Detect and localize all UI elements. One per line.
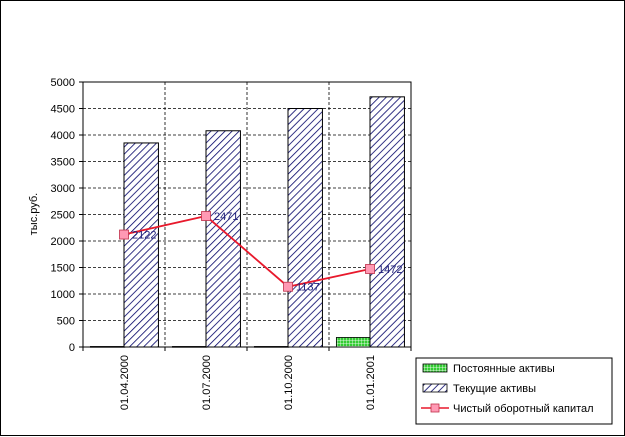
legend: Постоянные активы Текущие активы Чистый … — [415, 357, 613, 425]
legend-box — [415, 357, 613, 425]
y-tick-label-2000: 2000 — [51, 236, 75, 248]
bar-fixed-assets-3 — [335, 337, 372, 348]
x-tick-label-1: 01.07.2000 — [201, 355, 213, 410]
y-tick-label-4000: 4000 — [51, 130, 75, 142]
legend-label-net-working-capital: Чистый оборотный капитал — [453, 403, 594, 415]
marker-net-working-capital-0 — [119, 229, 129, 240]
y-tick-label-5000: 5000 — [51, 77, 75, 89]
bar-current-assets-2 — [287, 108, 323, 348]
y-tick-label-0: 0 — [69, 342, 75, 354]
bar-current-assets-1 — [205, 130, 241, 348]
y-axis-title: тыс.руб. — [28, 193, 40, 235]
marker-net-working-capital-1 — [201, 211, 211, 221]
marker-net-working-capital-3 — [365, 264, 375, 274]
bar-current-assets-3 — [369, 96, 405, 348]
legend-label-current-assets: Текущие активы — [453, 383, 536, 395]
line-layer: 2122 2471 1137 1472 — [119, 211, 402, 294]
marker-net-working-capital-2 — [283, 281, 293, 292]
legend-swatch-fixed-assets — [422, 363, 448, 373]
x-tick-label-0: 01.04.2000 — [119, 355, 131, 410]
y-tick-label-2500: 2500 — [51, 210, 75, 222]
legend-marker-net-working-capital — [430, 403, 440, 413]
bar-fixed-assets-1 — [171, 346, 208, 348]
bar-current-assets-0 — [123, 142, 159, 348]
bars-layer — [89, 96, 405, 348]
data-label-net-working-capital-3: 1472 — [378, 264, 402, 276]
line-net-working-capital — [123, 215, 371, 288]
legend-swatch-current-assets — [422, 383, 448, 393]
legend-label-fixed-assets: Постоянные активы — [453, 363, 555, 375]
bar-fixed-assets-0 — [89, 346, 126, 348]
x-tick-label-2: 01.10.2000 — [283, 355, 295, 410]
y-tick-label-3000: 3000 — [51, 183, 75, 195]
bar-fixed-assets-2 — [253, 346, 290, 348]
data-label-net-working-capital-0: 2122 — [132, 230, 156, 242]
y-tick-label-4500: 4500 — [51, 104, 75, 116]
y-tick-label-500: 500 — [57, 316, 75, 328]
data-label-net-working-capital-2: 1137 — [296, 282, 320, 294]
data-label-net-working-capital-1: 2471 — [214, 211, 238, 223]
y-tick-label-1500: 1500 — [51, 263, 75, 275]
y-tick-label-3500: 3500 — [51, 157, 75, 169]
y-tick-label-1000: 1000 — [51, 289, 75, 301]
axis-layer: 0 500 1000 1500 2000 2500 3000 3500 4000 4500 5000… — [51, 77, 412, 410]
x-tick-label-3: 01.01.2001 — [365, 355, 377, 410]
